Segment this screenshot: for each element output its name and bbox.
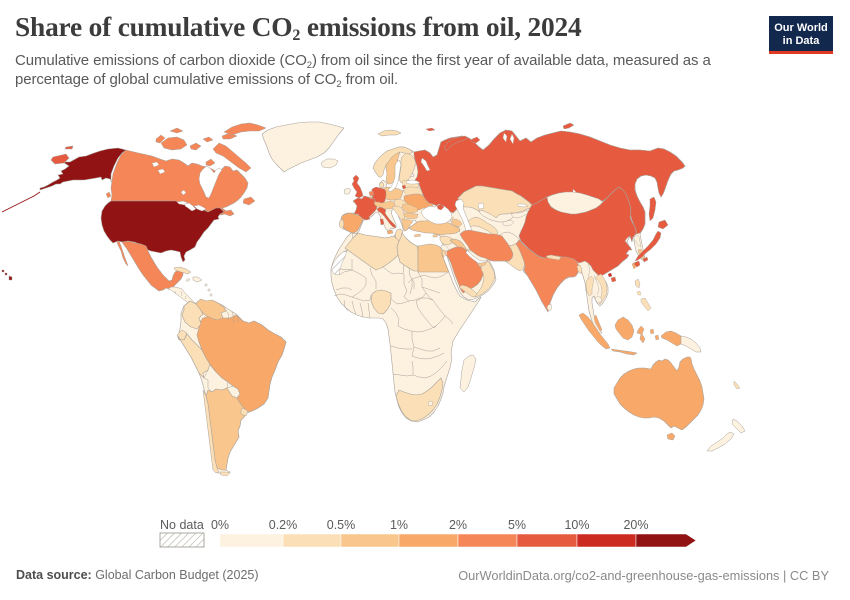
svg-text:0.2%: 0.2%: [269, 518, 298, 532]
svg-text:0.5%: 0.5%: [327, 518, 356, 532]
svg-text:10%: 10%: [564, 518, 589, 532]
svg-text:No data: No data: [160, 518, 204, 532]
svg-text:20%: 20%: [623, 518, 648, 532]
svg-text:2%: 2%: [449, 518, 467, 532]
svg-text:1%: 1%: [390, 518, 408, 532]
svg-text:5%: 5%: [508, 518, 526, 532]
svg-text:0%: 0%: [211, 518, 229, 532]
